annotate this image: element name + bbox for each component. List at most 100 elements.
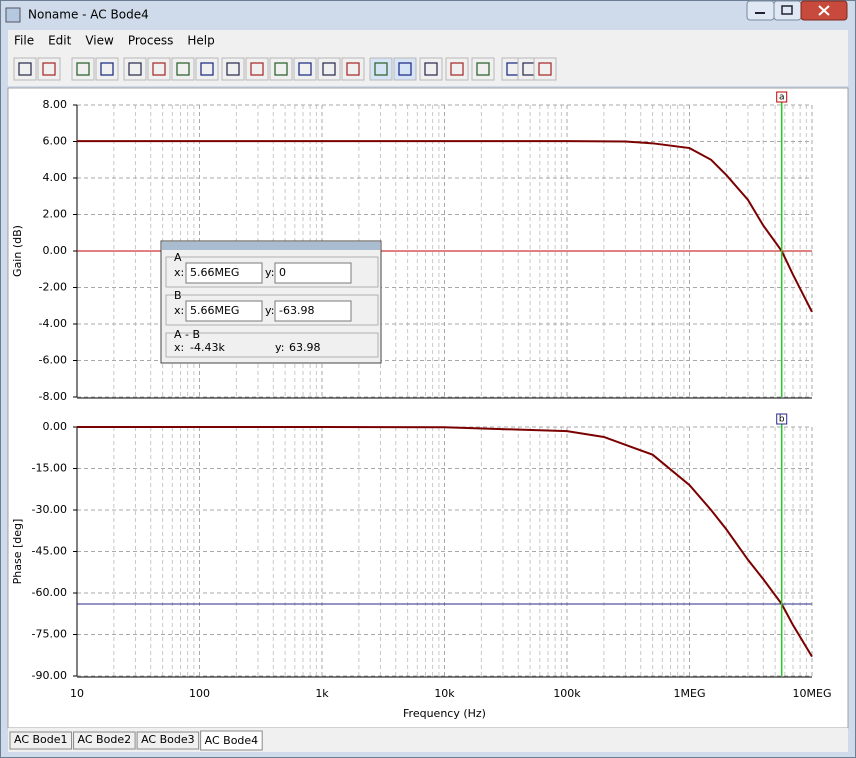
group-b — [165, 294, 379, 326]
plot-area — [7, 87, 849, 729]
app-icon — [5, 7, 21, 23]
group-b-label: B — [174, 289, 182, 302]
x-caption: x: — [174, 266, 184, 279]
y-axis-title: Gain (dB) — [11, 225, 24, 277]
tab-frame — [200, 730, 263, 751]
toolbar-button[interactable] — [293, 57, 317, 81]
y-tick-label: -90.00 — [32, 669, 67, 682]
x-tick-label: 100 — [189, 687, 210, 700]
a-x-value: 5.66MEG — [190, 266, 239, 279]
tabs: AC Bode1 AC Bode2 AC Bode3 AC Bode4 — [9, 730, 263, 751]
tab-frame — [73, 731, 136, 750]
x-tick-label: 10k — [434, 687, 455, 700]
toolbar-icon — [374, 62, 388, 76]
tab-frame — [9, 731, 73, 750]
toolbar-button[interactable] — [341, 57, 365, 81]
y-tick-label: -6.00 — [39, 354, 67, 367]
y-caption: y: — [265, 304, 274, 317]
tab-label: AC Bode4 — [205, 734, 259, 747]
group-diff — [165, 332, 379, 358]
b-x-input[interactable] — [185, 300, 263, 322]
toolbar-button[interactable] — [171, 57, 195, 81]
minimize-button[interactable] — [746, 0, 775, 21]
a-y-value: 0 — [279, 266, 286, 279]
y-tick-label: -60.00 — [32, 586, 67, 599]
toolbar-icon — [274, 62, 288, 76]
x-caption: x: — [174, 341, 184, 354]
x-axis-title: Frequency (Hz) — [403, 707, 486, 720]
tab[interactable]: AC Bode4 — [200, 730, 263, 751]
toolbar-icon — [538, 62, 552, 76]
toolbar-button[interactable] — [393, 57, 417, 81]
toolbar-icon — [128, 62, 142, 76]
toolbar-button[interactable] — [317, 57, 341, 81]
toolbar-buttons — [13, 57, 557, 81]
y-tick-label: 0.00 — [43, 244, 68, 257]
toolbar-icon — [450, 62, 464, 76]
menu: File Edit View Process Help — [14, 34, 215, 48]
toolbar-button[interactable] — [269, 57, 293, 81]
toolbar-button[interactable] — [37, 57, 61, 81]
y-tick-label: -45.00 — [32, 545, 67, 558]
a-y-input[interactable] — [274, 262, 352, 284]
tab[interactable]: AC Bode1 — [9, 731, 73, 750]
menu-item[interactable]: View — [85, 34, 114, 48]
toolbar-button[interactable] — [533, 57, 557, 81]
menu-item[interactable]: Process — [128, 34, 174, 48]
y-tick-label: 2.00 — [43, 208, 68, 221]
toolbar-button[interactable] — [419, 57, 443, 81]
y-tick-label: 8.00 — [43, 98, 68, 111]
y-tick-label: -8.00 — [39, 390, 67, 403]
b-x-value: 5.66MEG — [190, 304, 239, 317]
b-y-value: -63.98 — [279, 304, 314, 317]
toolbar-button[interactable] — [471, 57, 495, 81]
x-tick-label: 10MEG — [793, 687, 832, 700]
x-tick-label: 100k — [553, 687, 581, 700]
x-caption: x: — [174, 304, 184, 317]
toolbar-button[interactable] — [445, 57, 469, 81]
cursor-flag-label: b — [779, 415, 785, 425]
tab-label: AC Bode1 — [14, 733, 68, 746]
toolbar-button[interactable] — [221, 57, 245, 81]
menu-item[interactable]: Help — [187, 34, 214, 48]
toolbar-icon — [18, 62, 32, 76]
y-tick-label: 6.00 — [43, 135, 68, 148]
a-x-input[interactable] — [185, 262, 263, 284]
y-tick-label: 0.00 — [43, 420, 68, 433]
y-tick-label: -2.00 — [39, 281, 67, 294]
tab[interactable]: AC Bode2 — [73, 731, 136, 750]
toolbar-icon — [322, 62, 336, 76]
y-caption: y: — [265, 266, 274, 279]
b-y-input[interactable] — [274, 300, 352, 322]
toolbar-icon — [298, 62, 312, 76]
window-title: Noname - AC Bode4 — [28, 8, 149, 22]
cursor-flag[interactable] — [776, 91, 788, 103]
y-tick-label: -15.00 — [32, 462, 67, 475]
toolbar-button[interactable] — [13, 57, 37, 81]
menu-item[interactable]: Edit — [48, 34, 72, 48]
maximize-button[interactable] — [773, 0, 802, 21]
cursor-flag[interactable] — [776, 413, 788, 425]
toolbar-button[interactable] — [245, 57, 269, 81]
toolbar-button[interactable] — [71, 57, 95, 81]
toolbar-icon — [176, 62, 190, 76]
toolbar-button[interactable] — [95, 57, 119, 81]
menu-item[interactable]: File — [14, 34, 34, 48]
toolbar-button[interactable] — [195, 57, 219, 81]
tab[interactable]: AC Bode3 — [136, 731, 200, 750]
y-axis-title: Phase [deg] — [11, 519, 24, 585]
toolbar-button[interactable] — [123, 57, 147, 81]
toolbar-icon — [200, 62, 214, 76]
toolbar-button[interactable] — [369, 57, 393, 81]
toolbar-icon — [250, 62, 264, 76]
tab-label: AC Bode3 — [141, 733, 195, 746]
series-line — [77, 140, 813, 313]
x-tick-label: 10 — [70, 687, 84, 700]
toolbar-button[interactable] — [147, 57, 171, 81]
x-tick-label: 1k — [315, 687, 329, 700]
panel-titlebar — [162, 242, 380, 250]
y-tick-label: 4.00 — [43, 171, 68, 184]
cursor-panel: A x: 5.66MEG y: 0 B x: 5.66MEG y: -63.98… — [160, 240, 382, 364]
menu-bar — [8, 30, 848, 52]
